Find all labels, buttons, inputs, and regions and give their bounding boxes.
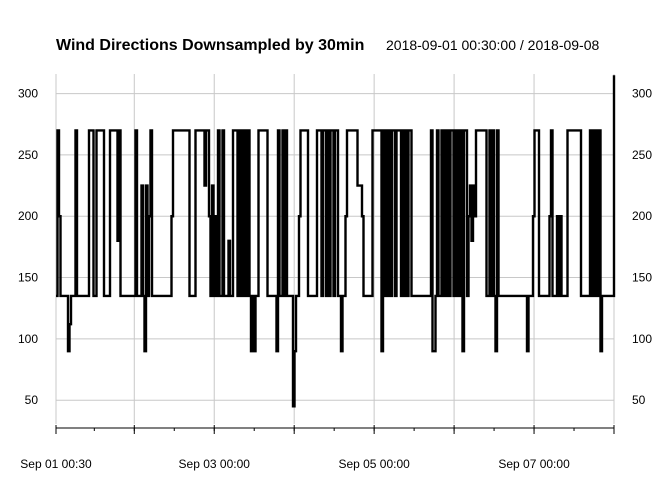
chart-title: Wind Directions Downsampled by 30min <box>56 37 364 54</box>
tick-labels: 50 50 100 100 150 150 200 200 250 250 300 300 Sep 01… <box>18 87 652 471</box>
y-tick-label-right: 50 <box>632 393 646 407</box>
y-tick-label-right: 300 <box>632 87 652 101</box>
y-tick-label-left: 200 <box>18 209 38 223</box>
y-tick-label-left: 150 <box>18 271 38 285</box>
x-tick-label: Sep 01 00:30 <box>20 457 92 471</box>
axes <box>55 425 615 434</box>
chart-subtitle: 2018-09-01 00:30:00 / 2018-09-08 <box>386 37 599 53</box>
y-tick-label-right: 100 <box>632 332 652 346</box>
y-tick-label-left: 250 <box>18 148 38 162</box>
y-tick-label-left: 100 <box>18 332 38 346</box>
y-tick-label-left: 300 <box>18 87 38 101</box>
y-tick-label-right: 150 <box>632 271 652 285</box>
wind-direction-series-line <box>56 75 616 408</box>
series-layer <box>56 75 616 408</box>
y-tick-label-right: 250 <box>632 148 652 162</box>
y-tick-label-left: 50 <box>25 393 39 407</box>
x-tick-label: Sep 05 00:00 <box>338 457 410 471</box>
x-tick-label: Sep 03 00:00 <box>179 457 251 471</box>
y-tick-label-right: 200 <box>632 209 652 223</box>
x-tick-label: Sep 07 00:00 <box>498 457 570 471</box>
